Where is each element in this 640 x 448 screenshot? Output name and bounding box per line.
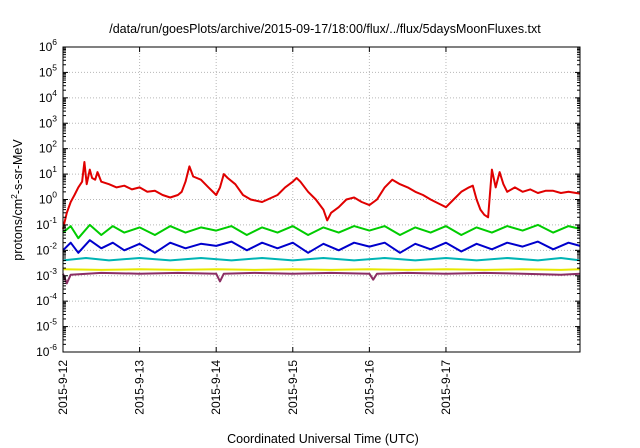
series-line-5: [62, 239, 581, 254]
x-tick-label: 2015-9-15: [286, 360, 300, 415]
x-tick-label: 2015-9-16: [362, 360, 376, 415]
y-tick-label: 100: [39, 190, 57, 207]
y-tick-label: 10-2: [36, 240, 57, 257]
x-tick-label: 2015-9-12: [56, 360, 70, 415]
y-tick-label: 105: [39, 62, 57, 79]
y-tick-label: 10-4: [36, 291, 57, 308]
y-tick-label: 102: [39, 139, 57, 156]
chart-title: /data/run/goesPlots/archive/2015-09-17/1…: [109, 22, 541, 36]
y-tick-label: 101: [39, 164, 57, 181]
y-axis-label: protons/cm2-s-sr-MeV: [9, 139, 25, 261]
series-line-1: [62, 268, 581, 271]
series-line-2: [62, 271, 581, 285]
x-tick-label: 2015-9-17: [439, 360, 453, 415]
series-lines: [62, 161, 581, 285]
y-axis-label-sup: 2: [9, 194, 19, 199]
series-line-4: [62, 223, 581, 240]
series-line-3: [62, 257, 581, 262]
axes: 10-6 10-5 10-4 10-3 10-2 10-1 100 101 102 103 104 1…: [36, 37, 580, 415]
y-tick-label: 106: [39, 37, 57, 54]
series-line-6: [62, 161, 581, 230]
y-axis-label-suffix: -s-sr-MeV: [11, 139, 25, 195]
x-tick-label: 2015-9-13: [133, 360, 147, 415]
gridlines: [63, 47, 580, 352]
y-tick-label: 10-3: [36, 266, 57, 283]
y-tick-label: 10-5: [36, 317, 57, 334]
y-tick-label: 10-6: [36, 342, 57, 359]
y-tick-label: 10-1: [36, 215, 57, 232]
x-axis-label: Coordinated Universal Time (UTC): [227, 432, 419, 446]
y-tick-label: 103: [39, 113, 57, 130]
x-tick-label: 2015-9-14: [209, 360, 223, 415]
y-axis-label-prefix: protons/cm: [11, 199, 25, 261]
y-tick-label: 104: [39, 88, 57, 105]
